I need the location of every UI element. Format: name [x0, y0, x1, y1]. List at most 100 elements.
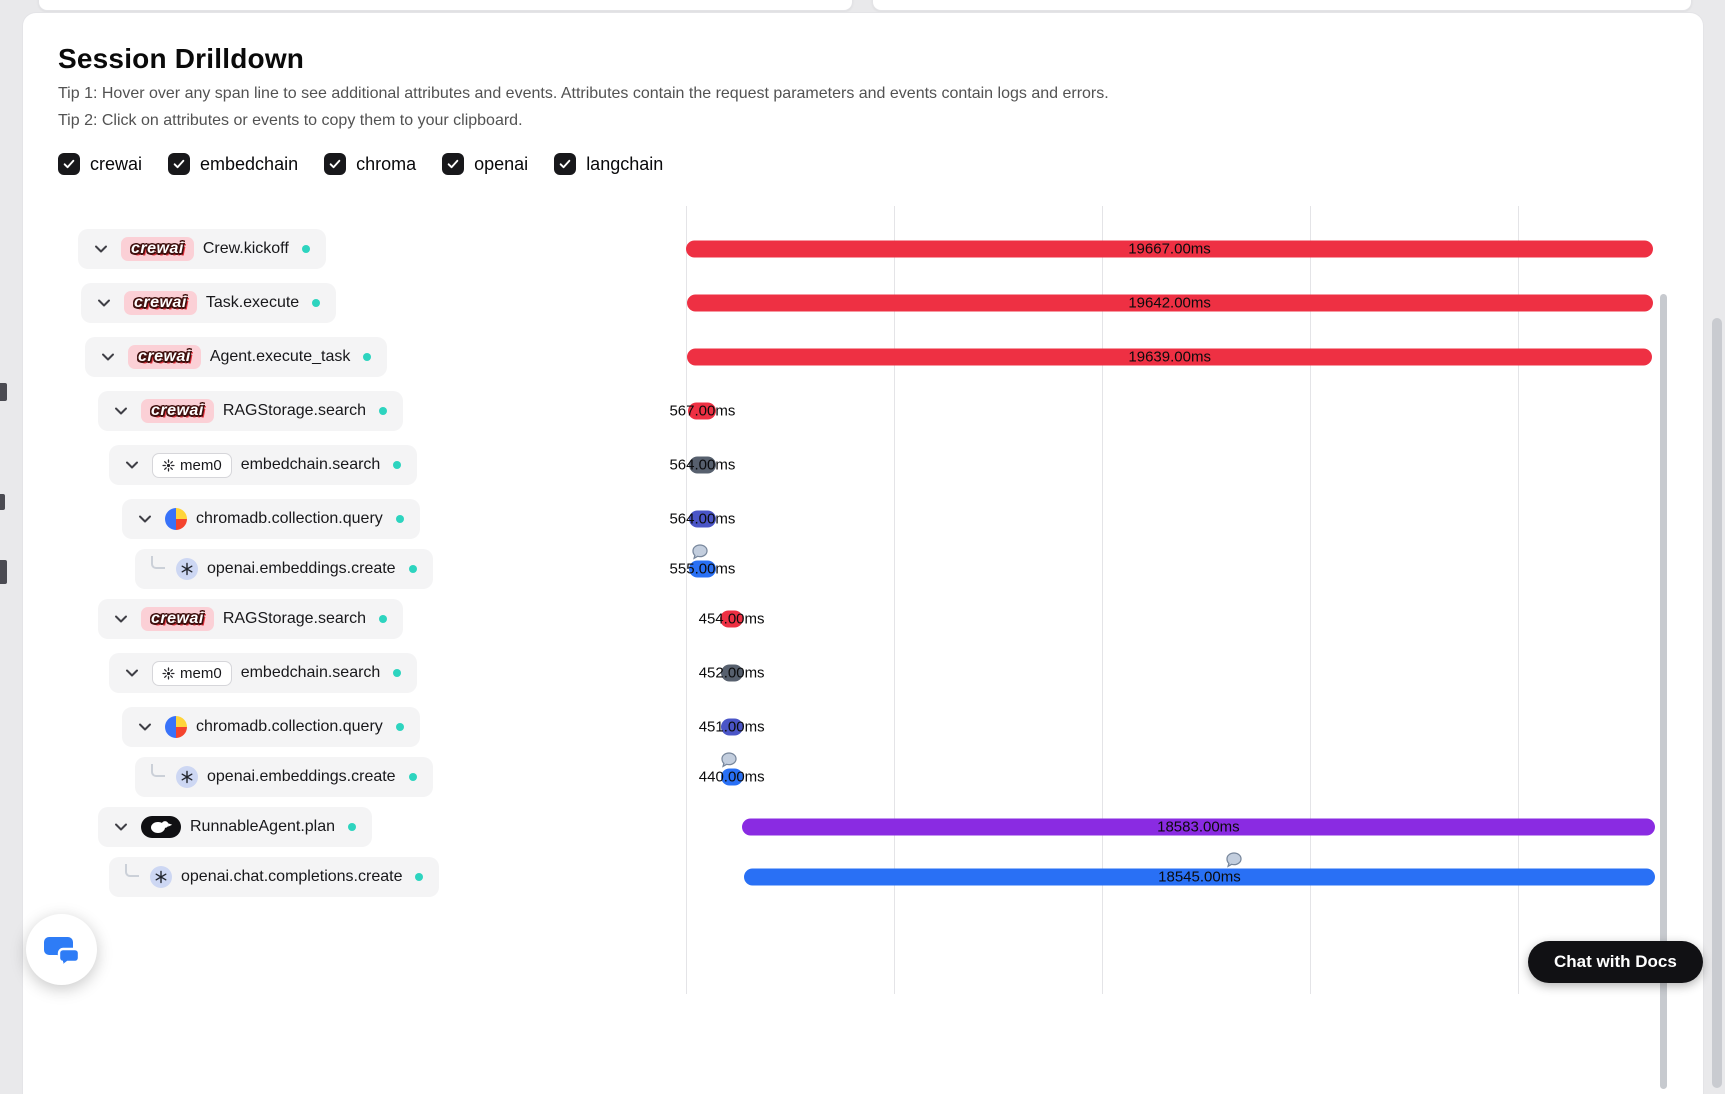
filter-crewai[interactable]: crewai: [58, 153, 142, 175]
checkbox-checked-icon[interactable]: [168, 153, 191, 175]
span-duration-bar[interactable]: 564.00ms: [669, 456, 735, 474]
status-dot: [379, 407, 387, 415]
span-duration-bar[interactable]: 451.00ms: [699, 718, 765, 736]
duration-label: 452.00ms: [698, 664, 765, 682]
span-duration-bar[interactable]: 18583.00ms: [741, 818, 1656, 836]
tip-2-text: Tip 2: Click on attributes or events to …: [58, 112, 523, 129]
filter-chroma[interactable]: chroma: [324, 153, 416, 175]
span-timeline: 19667.00ms: [686, 222, 1658, 276]
event-bubble-icon[interactable]: [720, 751, 738, 769]
span-timeline: 451.00ms: [686, 700, 1658, 754]
span-name: Crew.kickoff: [202, 240, 289, 257]
span-duration-bar[interactable]: 567.00ms: [669, 402, 735, 420]
span-label-pill[interactable]: openai.embeddings.create: [135, 549, 433, 589]
mem0-gear-icon: [162, 458, 175, 472]
span-label-pill[interactable]: chromadb.collection.query: [122, 499, 420, 539]
status-dot: [312, 299, 321, 307]
trace-scrollbar[interactable]: [1660, 294, 1667, 1089]
crewai-logo-badge: crewai: [124, 291, 197, 315]
openai-logo-icon: [176, 766, 198, 788]
page-title: Session Drilldown: [58, 43, 305, 74]
filter-label: crewai: [90, 153, 143, 174]
span-duration-bar[interactable]: 18545.00ms: [743, 868, 1656, 886]
filter-openai[interactable]: openai: [442, 153, 528, 175]
span-label-pill[interactable]: mem0 embedchain.search: [109, 445, 418, 485]
expand-chevron-icon[interactable]: [134, 508, 156, 530]
span-label-pill[interactable]: crewai Agent.execute_task: [85, 337, 388, 377]
expand-chevron-icon[interactable]: [110, 608, 132, 630]
span-duration-bar[interactable]: 555.00ms: [670, 560, 735, 578]
span-timeline: 567.00ms: [669, 384, 1658, 438]
chat-with-docs-button[interactable]: Chat with Docs: [1528, 941, 1703, 983]
span-label-pill[interactable]: openai.embeddings.create: [135, 757, 433, 797]
span-timeline: 19642.00ms: [686, 276, 1658, 330]
span-label-pill[interactable]: crewai Crew.kickoff: [78, 229, 326, 269]
span-name: RAGStorage.search: [222, 610, 366, 627]
span-label-pill[interactable]: crewai RAGStorage.search: [98, 391, 403, 431]
page-scrollbar[interactable]: [1712, 318, 1722, 1088]
filter-embedchain[interactable]: embedchain: [168, 153, 298, 175]
crewai-logo-badge: crewai: [141, 607, 214, 631]
span-label-pill[interactable]: openai.chat.completions.create: [109, 857, 440, 897]
span-duration-bar[interactable]: 452.00ms: [699, 664, 765, 682]
chat-widget-button[interactable]: [26, 914, 97, 985]
span-duration-bar[interactable]: 454.00ms: [699, 610, 765, 628]
span-timeline: 555.00ms: [670, 543, 1658, 592]
span-name: chromadb.collection.query: [196, 510, 383, 527]
chart-gridlines: [686, 206, 1658, 994]
filter-langchain[interactable]: langchain: [554, 153, 663, 175]
span-timeline: 564.00ms: [669, 492, 1658, 546]
expand-chevron-icon[interactable]: [121, 454, 143, 476]
tip-1-text: Tip 1: Hover over any span line to see a…: [58, 85, 1109, 102]
expand-chevron-icon[interactable]: [93, 292, 115, 314]
span-name: chromadb.collection.query: [196, 718, 383, 735]
span-duration-bar[interactable]: 564.00ms: [669, 510, 735, 528]
expand-chevron-icon[interactable]: [110, 400, 132, 422]
expand-chevron-icon[interactable]: [97, 346, 119, 368]
chroma-logo-icon: [165, 716, 187, 738]
span-label-pill[interactable]: RunnableAgent.plan: [98, 807, 373, 847]
span-name: openai.embeddings.create: [207, 768, 396, 785]
duration-label: 564.00ms: [669, 456, 736, 474]
crewai-logo-badge: crewai: [128, 345, 201, 369]
trace-row-chromadb.collection.query: chromadb.collection.query 564.00ms: [58, 492, 1658, 546]
event-bubble-icon[interactable]: [691, 543, 709, 561]
expand-chevron-icon[interactable]: [121, 662, 143, 684]
trace-row-Agent.execute_task: crewai Agent.execute_task 19639.00ms: [58, 330, 1658, 384]
span-label-pill[interactable]: mem0 embedchain.search: [109, 653, 418, 693]
span-duration-bar[interactable]: 19667.00ms: [686, 240, 1653, 258]
chroma-logo-icon: [165, 508, 187, 530]
clipped-card-top-right: [872, 0, 1692, 11]
filter-label: chroma: [356, 153, 417, 174]
tree-connector-icon: [151, 763, 165, 777]
expand-chevron-icon[interactable]: [110, 816, 132, 838]
status-dot: [348, 823, 357, 831]
span-duration-bar[interactable]: 440.00ms: [699, 768, 765, 786]
span-label-pill[interactable]: crewai Task.execute: [81, 283, 337, 323]
span-duration-bar[interactable]: 19639.00ms: [686, 348, 1653, 366]
checkbox-checked-icon[interactable]: [442, 153, 465, 175]
expand-chevron-icon[interactable]: [134, 716, 156, 738]
span-label-pill[interactable]: chromadb.collection.query: [122, 707, 420, 747]
status-dot: [301, 245, 310, 253]
vendor-filter-group: crewai embedchain chroma openai langchain: [58, 153, 663, 175]
trace-row-Crew.kickoff: crewai Crew.kickoff 19667.00ms: [58, 222, 1658, 276]
trace-row-openai.embeddings.create: openai.embeddings.create 555.00ms: [58, 543, 1658, 592]
event-bubble-icon[interactable]: [1225, 851, 1243, 869]
clipped-edge-fragment: [0, 494, 5, 510]
langchain-logo-badge: [141, 816, 181, 838]
duration-label: 19639.00ms: [1128, 348, 1211, 366]
span-timeline: 18583.00ms: [686, 800, 1658, 854]
expand-chevron-icon[interactable]: [90, 238, 112, 260]
parrot-icon: [151, 821, 173, 833]
checkbox-checked-icon[interactable]: [324, 153, 347, 175]
checkbox-checked-icon[interactable]: [58, 153, 80, 175]
clipped-edge-fragment: [0, 560, 7, 584]
span-duration-bar[interactable]: 19642.00ms: [686, 294, 1653, 312]
trace-row-RAGStorage.search: crewai RAGStorage.search 567.00ms: [58, 384, 1658, 438]
checkbox-checked-icon[interactable]: [554, 153, 577, 175]
span-timeline: 18545.00ms: [686, 851, 1658, 900]
span-label-pill[interactable]: crewai RAGStorage.search: [98, 599, 403, 639]
duration-label: 19667.00ms: [1128, 240, 1211, 258]
trace-row-Task.execute: crewai Task.execute 19642.00ms: [58, 276, 1658, 330]
